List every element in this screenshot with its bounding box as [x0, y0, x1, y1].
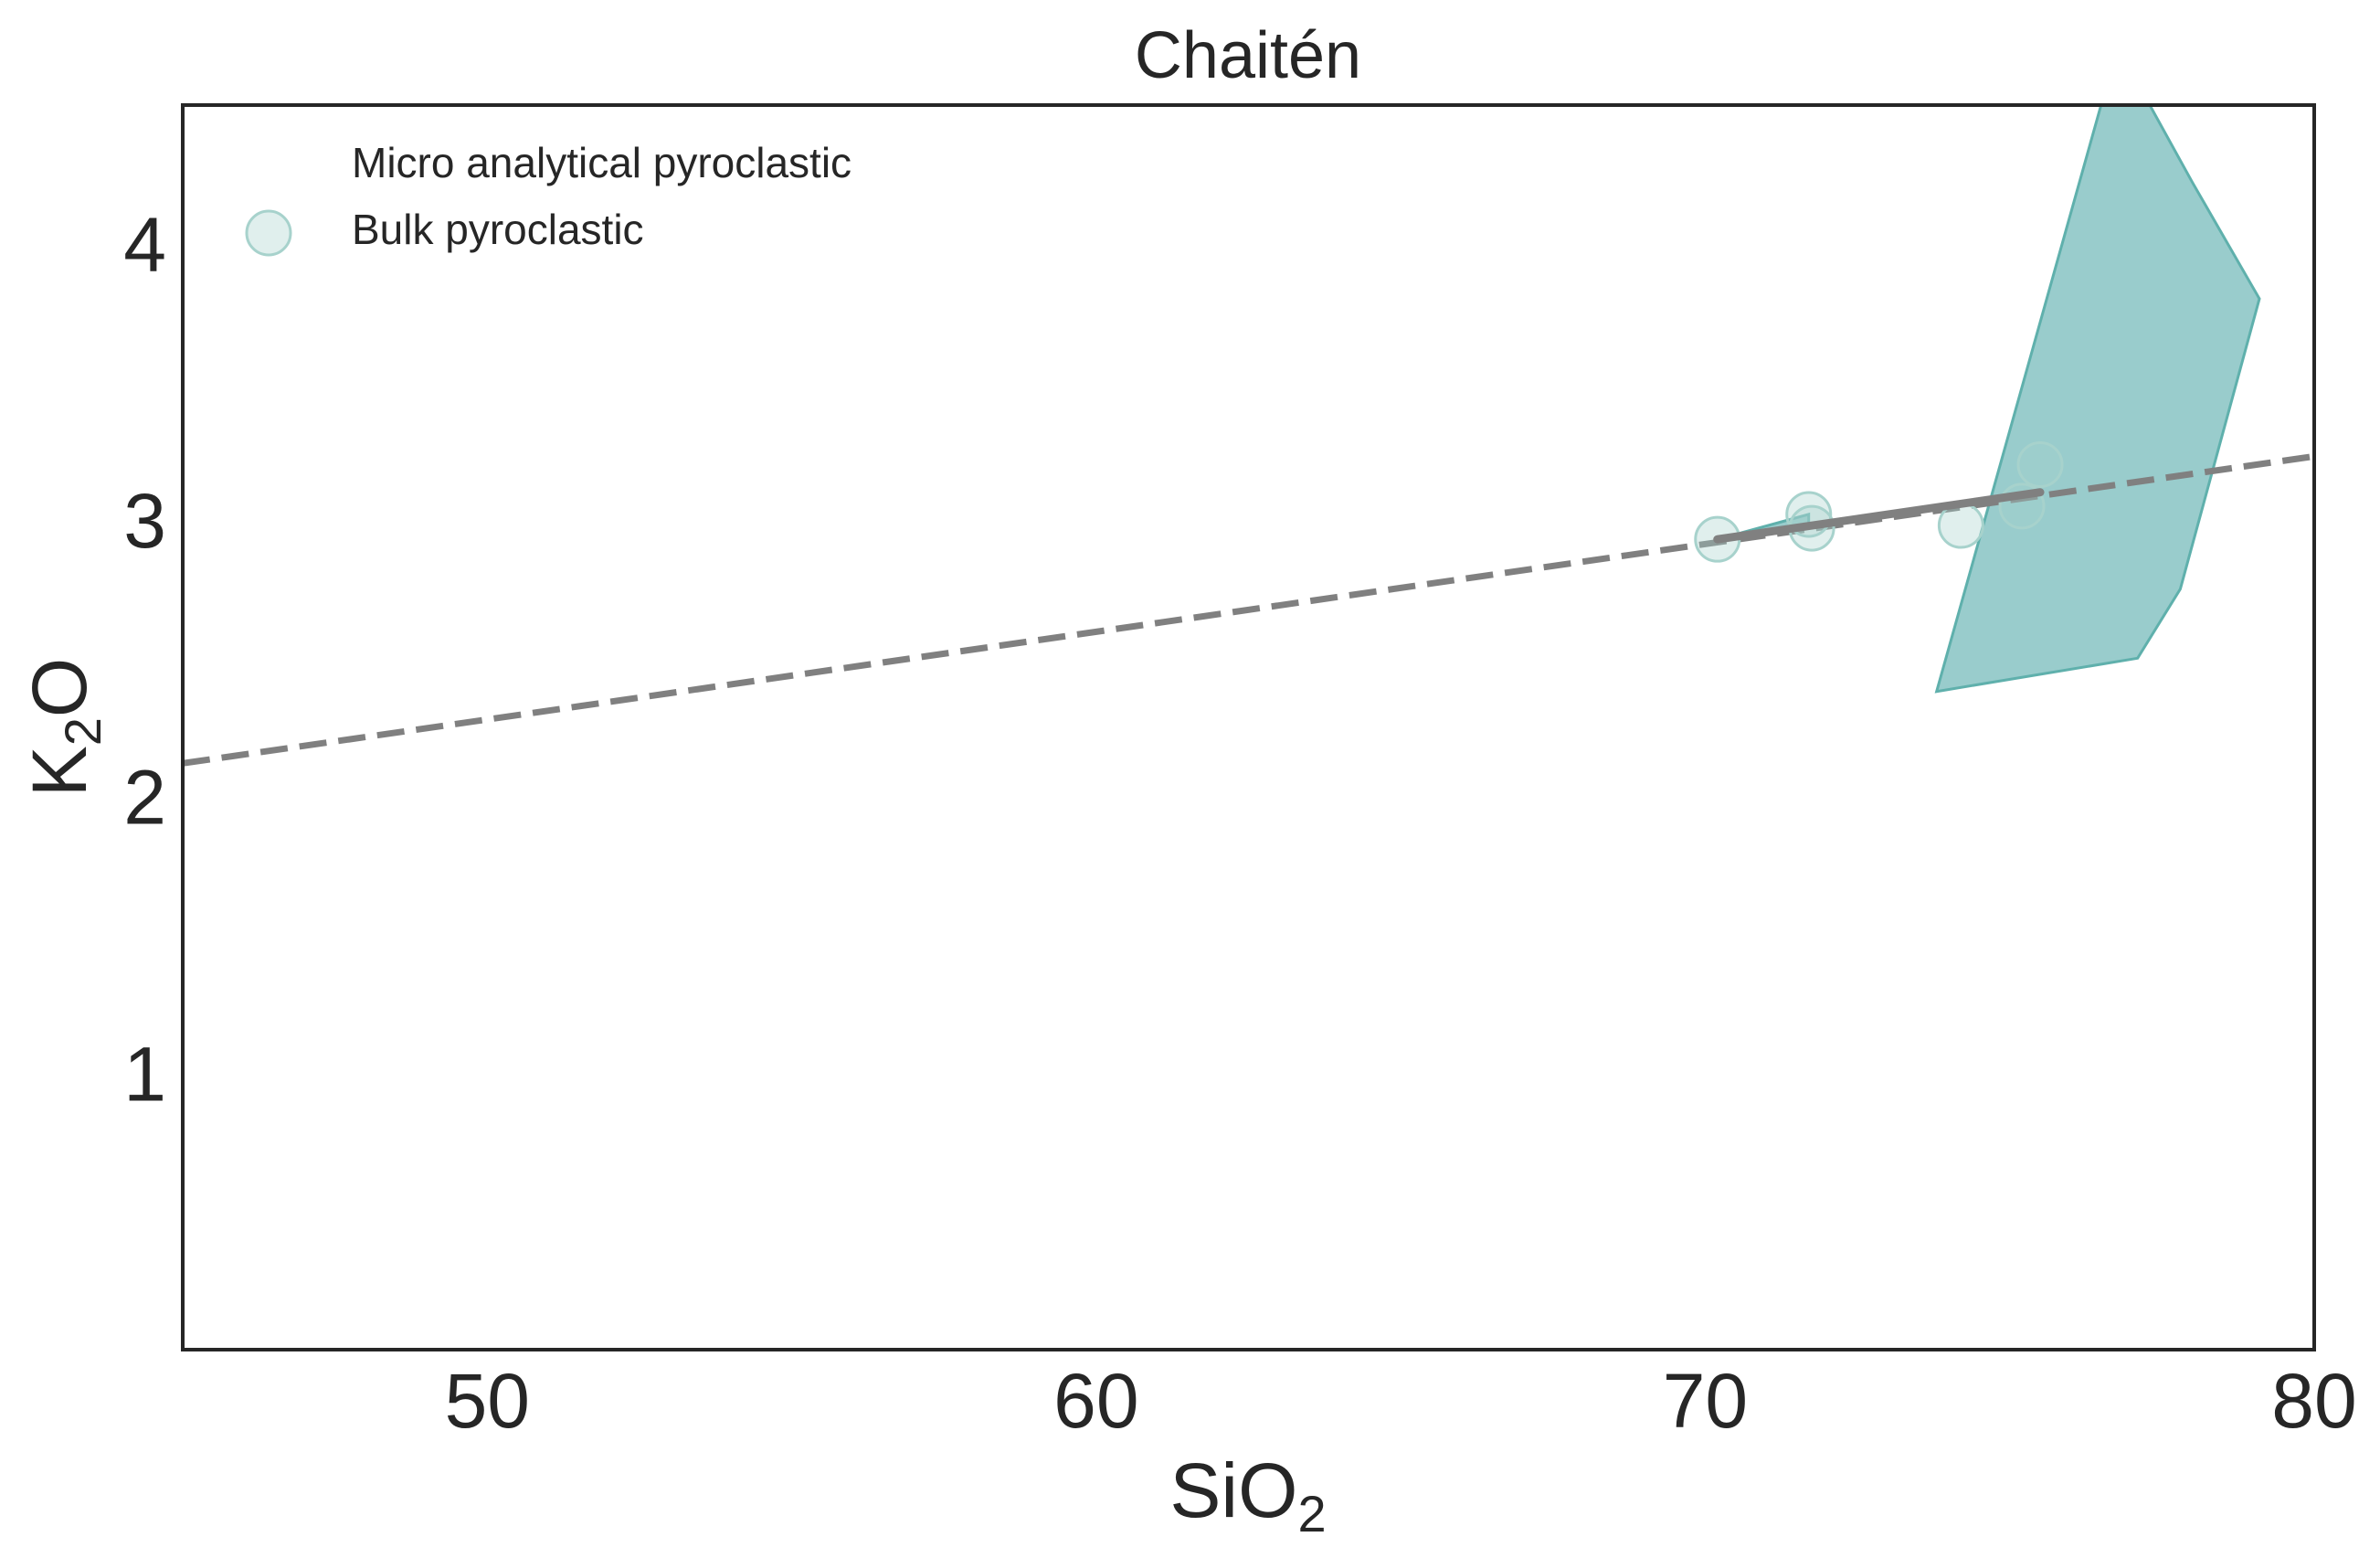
y-tick-label-3: 3: [123, 478, 166, 564]
bulk-point-5: [2016, 440, 2064, 488]
legend-marker-bulk: [245, 209, 292, 257]
trend-line-solid-1: [1713, 488, 2045, 544]
chart-title: Chaitén: [1135, 19, 1361, 92]
legend-label-micro: Micro analytical pyroclastic: [352, 139, 852, 186]
legend-label-bulk: Bulk pyroclastic: [352, 206, 644, 253]
x-tick-label-70: 70: [1663, 1358, 1748, 1444]
y-axis-label-rest: O: [16, 658, 102, 717]
y-axis-label-base: K: [16, 746, 102, 797]
y-axis-label-subscript: 2: [54, 717, 111, 746]
y-tick-labels: 1 2 3 4: [123, 201, 166, 1117]
y-tick-label-4: 4: [123, 201, 166, 287]
plot-area: [183, 105, 2314, 767]
y-tick-label-2: 2: [123, 755, 166, 841]
x-tick-label-60: 60: [1053, 1358, 1138, 1444]
x-tick-label-50: 50: [445, 1358, 530, 1444]
x-tick-label-80: 80: [2271, 1358, 2356, 1444]
x-axis-label: SiO2: [1169, 1447, 1326, 1542]
legend: Micro analytical pyroclastic Bulk pyrocl…: [245, 139, 852, 257]
x-tick-labels: 50 60 70 80: [445, 1358, 2357, 1444]
x-axis-label-subscript: 2: [1297, 1485, 1326, 1542]
x-axis-label-base: SiO: [1169, 1447, 1297, 1533]
micro-analytical-region-0: [1934, 105, 2261, 694]
axes-frame: [181, 103, 2316, 1351]
y-axis-label: K2O: [16, 658, 111, 798]
y-tick-label-1: 1: [123, 1031, 166, 1117]
